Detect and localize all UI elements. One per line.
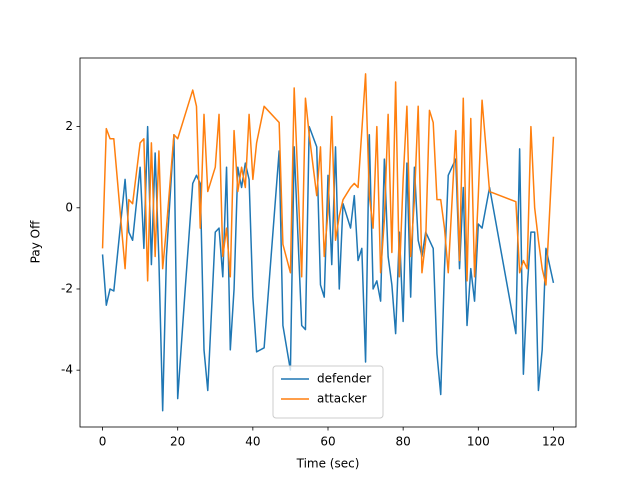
legend-label: defender [317,372,371,386]
legend: defender attacker [272,365,384,419]
y-tick-label: -2 [61,281,73,295]
x-tick-label: 20 [170,435,185,449]
x-axis-label: Time (sec) [296,457,360,471]
x-tick-label: 40 [245,435,260,449]
y-tick-label: -4 [61,363,73,377]
x-tick-label: 100 [467,435,490,449]
data-line [101,73,555,286]
x-tick-label: 80 [396,435,411,449]
x-tick-label: 60 [320,435,335,449]
y-axis-label: Pay Off [29,220,43,263]
y-tick-label: 0 [65,200,73,214]
legend-label: attacker [317,392,367,406]
y-tick-label: 2 [65,119,73,133]
x-tick-label: 120 [542,435,565,449]
data-line [101,125,555,412]
x-tick-label: 0 [99,435,107,449]
